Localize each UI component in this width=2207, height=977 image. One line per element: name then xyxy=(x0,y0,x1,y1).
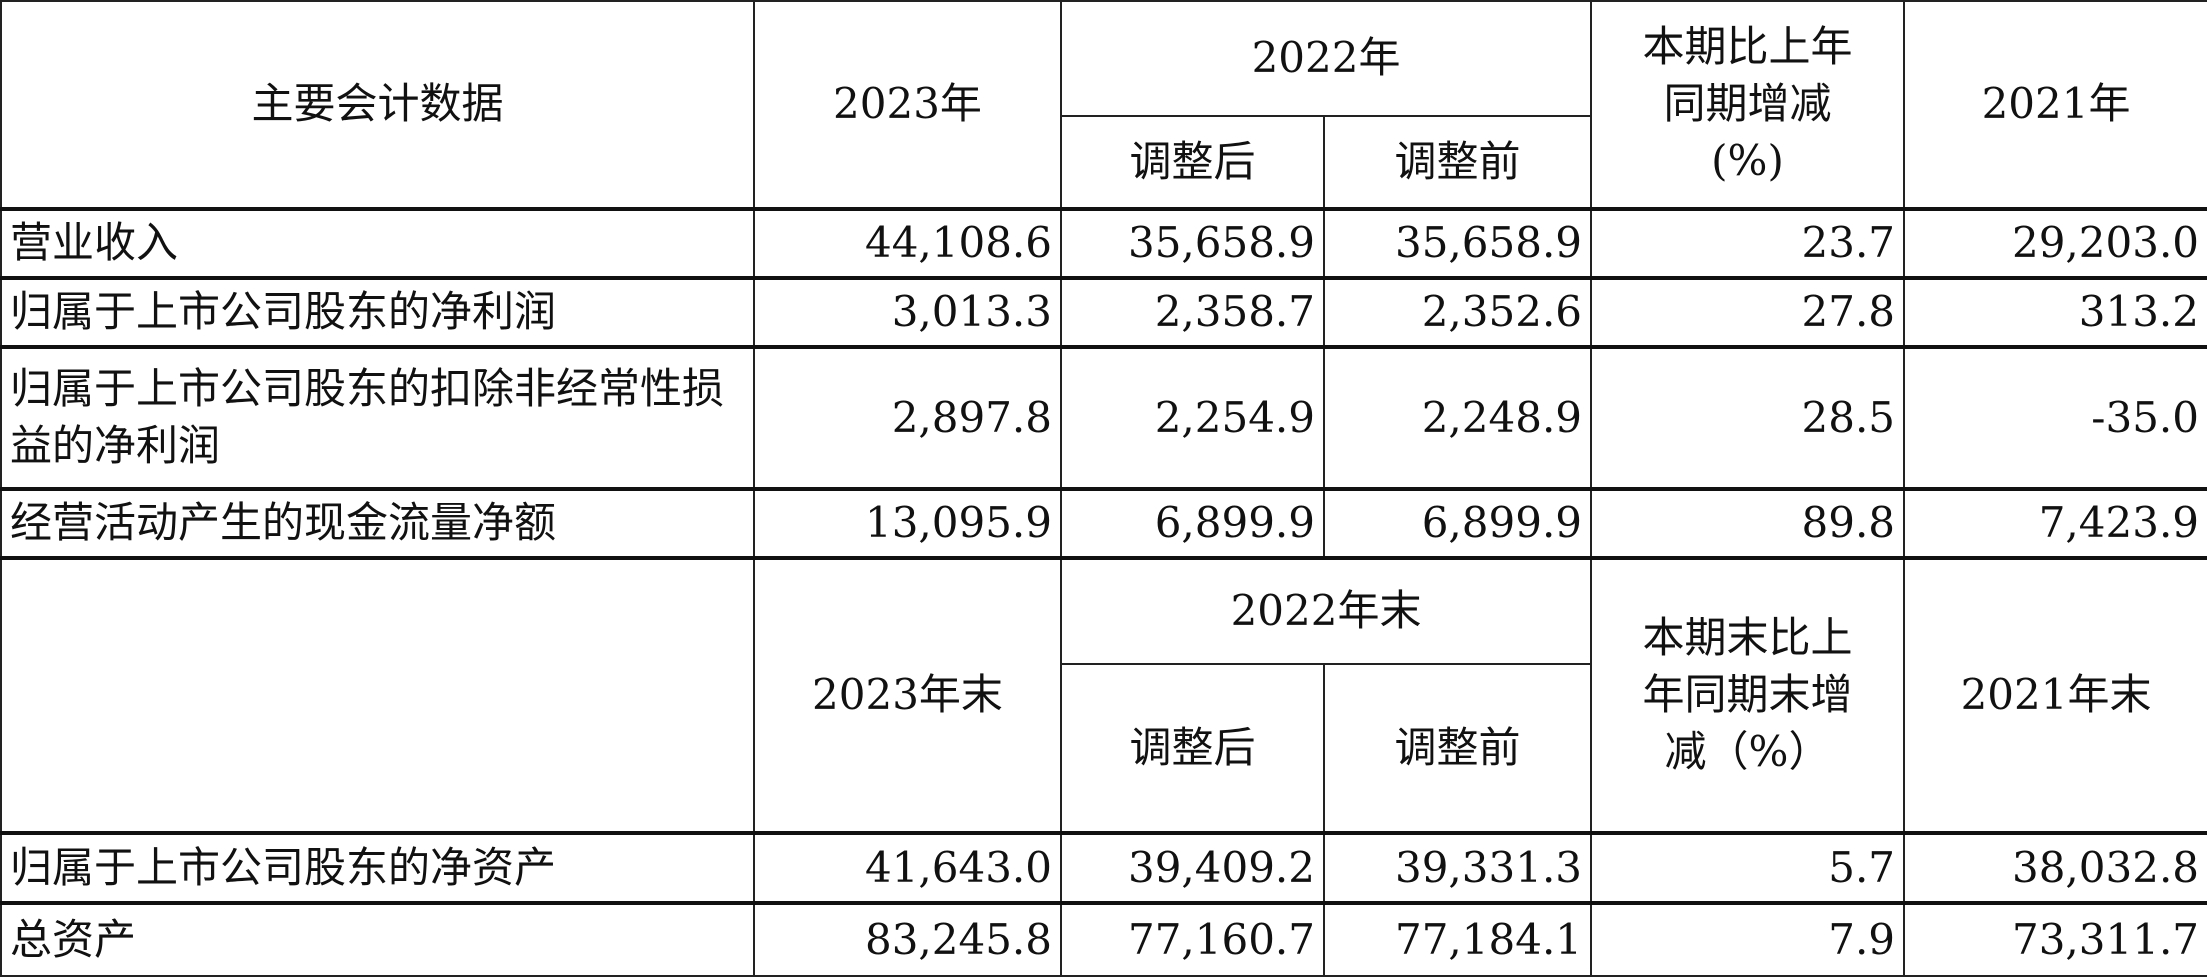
cell-2023: 83,245.8 xyxy=(753,901,1062,977)
table-row: 营业收入 44,108.6 35,658.9 35,658.9 23.7 29,… xyxy=(0,207,2207,279)
table-row: 归属于上市公司股东的净资产 41,643.0 39,409.2 39,331.3… xyxy=(0,831,2207,904)
cell-2021: -35.0 xyxy=(1903,345,2207,490)
header-subrow: 调整后 调整前 xyxy=(1,115,2207,210)
row-label: 归属于上市公司股东的净利润 xyxy=(0,276,755,348)
header-row-2: 2023年末 2022年末 本期末比上年同期末增减（%） 2021年末 xyxy=(0,556,2207,834)
header-2021: 2021年 xyxy=(1903,0,2207,210)
header2-2021: 2021年末 xyxy=(1903,556,2207,834)
cell-2023: 44,108.6 xyxy=(753,207,1062,279)
header-2022-group: 2022年 xyxy=(1059,0,1593,117)
header-2023: 2023年 xyxy=(753,0,1062,210)
cell-before: 35,658.9 xyxy=(1322,207,1593,279)
cell-change: 28.5 xyxy=(1590,345,1906,490)
header2-adjusted: 调整后 xyxy=(1060,663,1325,834)
row-label: 归属于上市公司股东的净资产 xyxy=(0,831,755,904)
cell-before: 77,184.1 xyxy=(1322,901,1593,977)
header2-2022-group: 2022年末 xyxy=(1059,556,1593,665)
header-subrow-2: 调整后 调整前 xyxy=(1,663,2207,834)
cell-adjusted: 6,899.9 xyxy=(1060,487,1325,559)
row-label: 总资产 xyxy=(0,901,755,977)
cell-before: 6,899.9 xyxy=(1322,487,1593,559)
header2-label xyxy=(0,556,755,834)
header2-before: 调整前 xyxy=(1322,663,1593,834)
cell-adjusted: 2,358.7 xyxy=(1060,276,1325,348)
cell-adjusted: 35,658.9 xyxy=(1060,207,1325,279)
cell-before: 39,331.3 xyxy=(1322,831,1593,904)
cell-change: 89.8 xyxy=(1590,487,1906,559)
table-row: 归属于上市公司股东的净利润 3,013.3 2,358.7 2,352.6 27… xyxy=(0,276,2207,348)
table-row: 总资产 83,245.8 77,160.7 77,184.1 7.9 73,31… xyxy=(0,901,2207,977)
header-change: 本期比上年同期增减(%) xyxy=(1590,0,1906,210)
header2-change: 本期末比上年同期末增减（%） xyxy=(1590,556,1906,834)
header2-2023: 2023年末 xyxy=(753,556,1062,834)
cell-2023: 3,013.3 xyxy=(753,276,1062,348)
cell-adjusted: 39,409.2 xyxy=(1060,831,1325,904)
cell-2023: 13,095.9 xyxy=(753,487,1062,559)
cell-2021: 73,311.7 xyxy=(1903,901,2207,977)
cell-2021: 38,032.8 xyxy=(1903,831,2207,904)
cell-2021: 29,203.0 xyxy=(1903,207,2207,279)
cell-before: 2,248.9 xyxy=(1322,345,1593,490)
cell-adjusted: 2,254.9 xyxy=(1060,345,1325,490)
row-label: 经营活动产生的现金流量净额 xyxy=(0,487,755,559)
table-row: 经营活动产生的现金流量净额 13,095.9 6,899.9 6,899.9 8… xyxy=(0,487,2207,559)
cell-2023: 2,897.8 xyxy=(753,345,1062,490)
cell-2021: 313.2 xyxy=(1903,276,2207,348)
cell-2023: 41,643.0 xyxy=(753,831,1062,904)
header-row: 主要会计数据 2023年 2022年 本期比上年同期增减(%) 2021年 xyxy=(0,0,2207,210)
cell-adjusted: 77,160.7 xyxy=(1060,901,1325,977)
header-label: 主要会计数据 xyxy=(0,0,755,210)
cell-change: 7.9 xyxy=(1590,901,1906,977)
cell-change: 27.8 xyxy=(1590,276,1906,348)
header-adjusted: 调整后 xyxy=(1060,115,1325,210)
cell-change: 23.7 xyxy=(1590,207,1906,279)
cell-change: 5.7 xyxy=(1590,831,1906,904)
row-label: 归属于上市公司股东的扣除非经常性损益的净利润 xyxy=(0,345,755,490)
cell-2021: 7,423.9 xyxy=(1903,487,2207,559)
cell-before: 2,352.6 xyxy=(1322,276,1593,348)
table-row: 归属于上市公司股东的扣除非经常性损益的净利润 2,897.8 2,254.9 2… xyxy=(0,345,2207,490)
row-label: 营业收入 xyxy=(0,207,755,279)
header-before: 调整前 xyxy=(1322,115,1593,210)
